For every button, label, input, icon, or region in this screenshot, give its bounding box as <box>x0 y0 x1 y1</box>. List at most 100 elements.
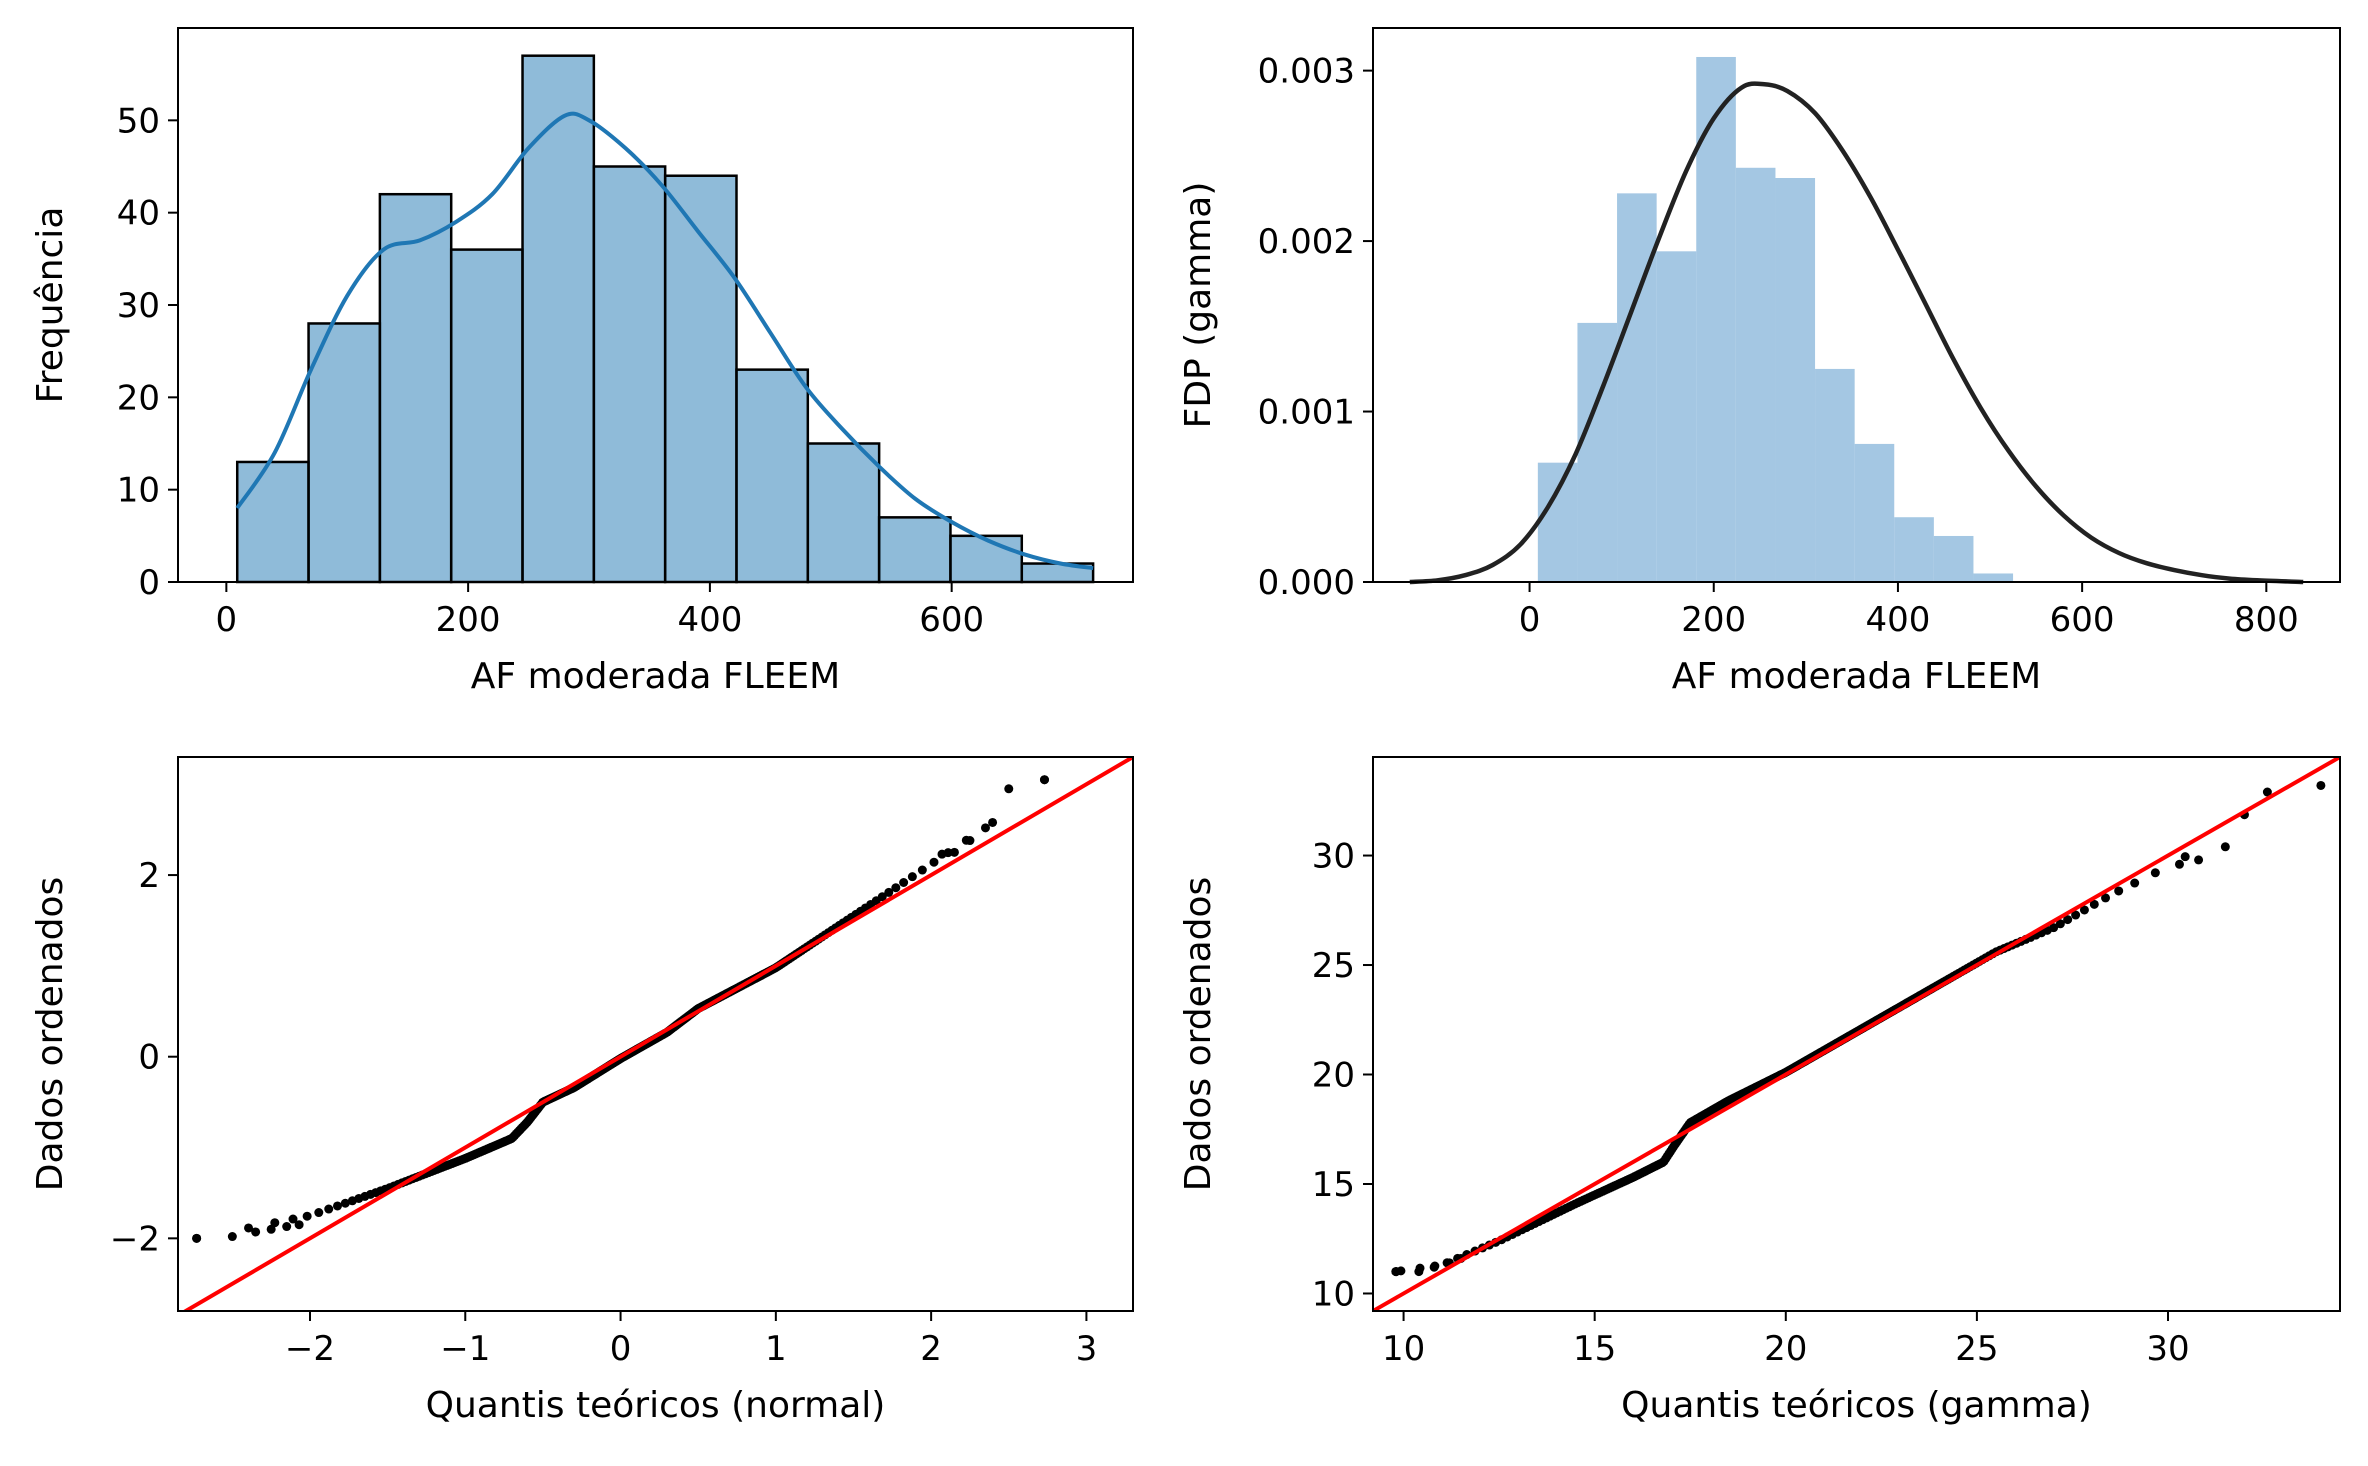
y-tick-label: 20 <box>117 378 160 418</box>
qq-point <box>314 1208 324 1218</box>
x-tick-label: 0 <box>1519 600 1541 640</box>
x-tick-label: 3 <box>1076 1329 1098 1369</box>
qq-point <box>288 1214 298 1224</box>
y-tick-label: 10 <box>117 471 160 511</box>
reference-line <box>1373 757 2340 1311</box>
x-axis-label: AF moderada FLEEM <box>1672 656 2041 697</box>
x-axis-label: AF moderada FLEEM <box>471 656 840 697</box>
y-axis-label: Dados ordenados <box>30 877 71 1192</box>
qq-point <box>282 1222 292 1232</box>
qq-point <box>907 872 917 882</box>
y-axis-label: Frequência <box>30 207 71 404</box>
y-tick-label: 10 <box>1312 1274 1355 1314</box>
qq-points <box>181 757 1133 1311</box>
histogram-bar <box>307 322 382 584</box>
histogram-bar <box>449 248 524 584</box>
histogram-bars <box>235 54 1095 584</box>
qq-point <box>2220 842 2230 852</box>
histogram-bar <box>592 165 667 584</box>
x-tick-label: 2 <box>920 1329 942 1369</box>
qq-point <box>2049 923 2059 933</box>
density-bar <box>1617 193 1657 582</box>
y-tick-label: 20 <box>1312 1056 1355 1096</box>
qq-point <box>2150 868 2160 878</box>
qq-point <box>2089 899 2099 909</box>
y-tick-label: 0.002 <box>1258 222 1355 262</box>
y-tick-label: 0.001 <box>1258 393 1355 433</box>
density-bar <box>1735 167 1776 583</box>
qq-points <box>1373 757 2340 1311</box>
x-tick-label: −2 <box>285 1329 335 1369</box>
plot-area-border <box>1372 27 2341 583</box>
qq-point <box>2316 780 2326 790</box>
axes-frame-1: 0 200 400 600 0 10 20 30 40 50 AF moderada FLEEM Fr… <box>30 27 1134 697</box>
y-tick-label: 30 <box>117 286 160 326</box>
density-bar <box>1537 462 1578 582</box>
x-tick-label: 800 <box>2234 600 2299 640</box>
histogram-bar <box>521 54 596 584</box>
y-axis-label: FDP (gamma) <box>1178 182 1219 429</box>
qq-point <box>2063 915 2073 925</box>
qq-point <box>251 1227 261 1237</box>
qq-point <box>884 887 894 897</box>
qq-point <box>1391 1267 1401 1277</box>
qq-point <box>929 857 939 867</box>
reference-line <box>181 757 1133 1311</box>
qq-point <box>1004 784 1014 794</box>
x-tick-label: 200 <box>1681 600 1746 640</box>
density-bar <box>1815 368 1855 582</box>
plot-area-border <box>177 756 1134 1312</box>
density-bar <box>1696 56 1736 583</box>
qq-point <box>192 1233 202 1243</box>
qq-point <box>2130 878 2140 888</box>
qq-point <box>877 892 887 902</box>
x-tick-label: 400 <box>677 600 742 640</box>
histogram-bar <box>877 516 952 584</box>
plot-area-border <box>1372 756 2341 1312</box>
qq-point <box>2114 886 2124 896</box>
y-tick-label: 25 <box>1312 946 1355 986</box>
axes-frame-2: 0 200 400 600 800 0.000 0.001 0.002 0.003 AF mode… <box>1178 27 2341 697</box>
qq-point <box>266 1224 276 1234</box>
qq-point <box>302 1211 312 1221</box>
qq-point <box>2079 905 2089 915</box>
y-tick-label: 30 <box>1312 837 1355 877</box>
qq-point <box>980 823 990 833</box>
x-tick-label: 30 <box>2146 1329 2189 1369</box>
qq-point <box>899 877 909 887</box>
histogram-bar <box>235 460 310 584</box>
histogram-bar <box>806 442 881 584</box>
x-tick-label: 15 <box>1573 1329 1616 1369</box>
density-bar <box>1775 178 1816 582</box>
density-bar <box>1656 251 1697 582</box>
axes-frame-3: −2 −1 0 1 2 3 −2 0 2 Quantis teóricos (normal) Dad… <box>30 756 1134 1426</box>
qq-point <box>988 817 998 827</box>
x-tick-label: 600 <box>919 600 984 640</box>
x-tick-label: −1 <box>440 1329 490 1369</box>
qq-point <box>917 865 927 875</box>
x-axis-label: Quantis teóricos (gamma) <box>1621 1385 2092 1426</box>
y-tick-label: 0 <box>138 563 160 603</box>
qq-point <box>294 1220 304 1230</box>
x-tick-label: 600 <box>2050 600 2115 640</box>
y-tick-label: 0.000 <box>1258 563 1355 603</box>
x-tick-label: 200 <box>436 600 501 640</box>
qq-point <box>244 1223 254 1233</box>
qq-point <box>2194 855 2204 865</box>
qq-point <box>324 1204 334 1214</box>
density-bar <box>1894 517 1934 582</box>
qq-point <box>1429 1262 1439 1272</box>
density-bar <box>1973 573 2014 582</box>
y-tick-label: −2 <box>110 1219 160 1259</box>
qq-point <box>1414 1267 1424 1277</box>
histogram-bar <box>378 192 453 584</box>
y-tick-label: 50 <box>117 101 160 141</box>
x-tick-label: 10 <box>1382 1329 1425 1369</box>
density-bar <box>1933 535 1974 582</box>
qq-point <box>949 847 959 857</box>
x-tick-label: 400 <box>1865 600 1930 640</box>
qq-point <box>227 1232 237 1242</box>
qq-point <box>270 1218 280 1228</box>
qq-point <box>2262 787 2272 797</box>
